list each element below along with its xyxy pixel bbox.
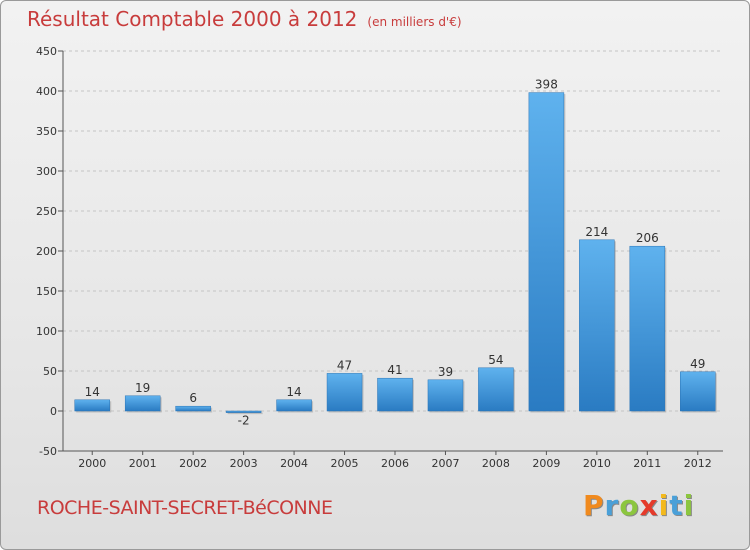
chart-title: Résultat Comptable 2000 à 2012 (en millie… [27,7,462,31]
y-tick-label: 400 [36,85,57,98]
bar-2010 [579,239,615,412]
bar-2001 [124,395,161,412]
x-tick-label: 2011 [633,457,661,470]
x-tick-label: 2000 [78,457,106,470]
y-tick-label: 300 [36,165,57,178]
bar-2008 [478,367,514,412]
data-label-2010: 214 [585,225,608,239]
data-label-2000: 14 [85,385,100,399]
x-tick-label: 2007 [431,457,459,470]
y-tick-label: 50 [43,365,57,378]
bar-2002 [175,405,211,412]
chart-title-text: Résultat Comptable 2000 à 2012 [27,7,358,31]
x-tick-label: 2001 [129,457,157,470]
logo-letter: o [619,489,640,522]
x-tick-label: 2006 [381,457,409,470]
proxiti-logo: Proxiti [583,489,694,522]
y-tick-label: -50 [39,445,57,458]
data-label-2001: 19 [135,381,150,395]
x-tick-label: 2002 [179,457,207,470]
bar-2006 [377,377,413,412]
data-label-2003: -2 [238,414,250,428]
bar-2012 [680,371,716,412]
data-label-2009: 398 [535,78,558,92]
data-label-2005: 47 [337,358,352,372]
bar-2000 [74,399,110,412]
bar-2004 [276,399,312,412]
bar-shadow [227,412,263,415]
bar-2007 [427,379,464,412]
bar-2003 [225,410,262,413]
data-label-2008: 54 [488,353,503,367]
data-label-2011: 206 [636,231,659,245]
logo-letter: r [604,489,620,522]
x-tick-label: 2005 [331,457,359,470]
y-tick-label: 350 [36,125,57,138]
data-label-2002: 6 [189,391,197,405]
y-tick-label: 0 [50,405,57,418]
x-tick-label: 2009 [532,457,560,470]
logo-letter: i [658,489,670,522]
logo-letter: x [639,489,659,522]
bar-2009 [528,92,565,412]
chart-subtitle: (en milliers d'€) [367,15,462,29]
bar-2005 [326,373,363,412]
data-label-2012: 49 [690,357,705,371]
logo-letter: P [583,489,605,522]
y-tick-label: 150 [36,285,57,298]
x-tick-label: 2003 [230,457,258,470]
y-tick-label: 450 [36,45,57,58]
x-tick-label: 2008 [482,457,510,470]
y-tick-label: 200 [36,245,57,258]
x-tick-label: 2004 [280,457,308,470]
logo-letter: i [683,489,695,522]
x-tick-label: 2012 [684,457,712,470]
logo-letter: t [669,489,684,522]
commune-name: ROCHE-SAINT-SECRET-BéCONNE [37,497,333,519]
y-tick-label: 100 [36,325,57,338]
data-label-2007: 39 [438,365,453,379]
data-label-2006: 41 [387,363,402,377]
y-tick-label: 250 [36,205,57,218]
x-tick-label: 2010 [583,457,611,470]
bar-2011 [629,245,666,412]
data-label-2004: 14 [286,385,301,399]
